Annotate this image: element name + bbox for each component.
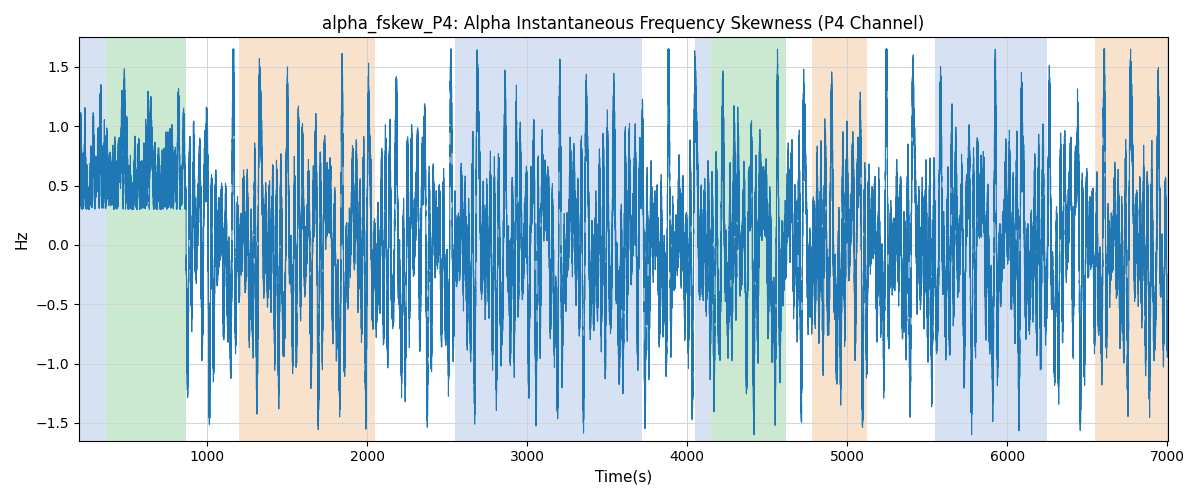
Bar xyxy=(79,38,106,440)
Y-axis label: Hz: Hz xyxy=(14,230,30,249)
Bar xyxy=(239,38,376,440)
Bar xyxy=(712,38,786,440)
Bar xyxy=(455,38,642,440)
Bar xyxy=(812,38,866,440)
X-axis label: Time(s): Time(s) xyxy=(594,470,652,485)
Title: alpha_fskew_P4: Alpha Instantaneous Frequency Skewness (P4 Channel): alpha_fskew_P4: Alpha Instantaneous Freq… xyxy=(322,15,924,34)
Bar xyxy=(695,38,712,440)
Bar xyxy=(935,38,1048,440)
Bar xyxy=(106,38,186,440)
Bar xyxy=(1096,38,1168,440)
